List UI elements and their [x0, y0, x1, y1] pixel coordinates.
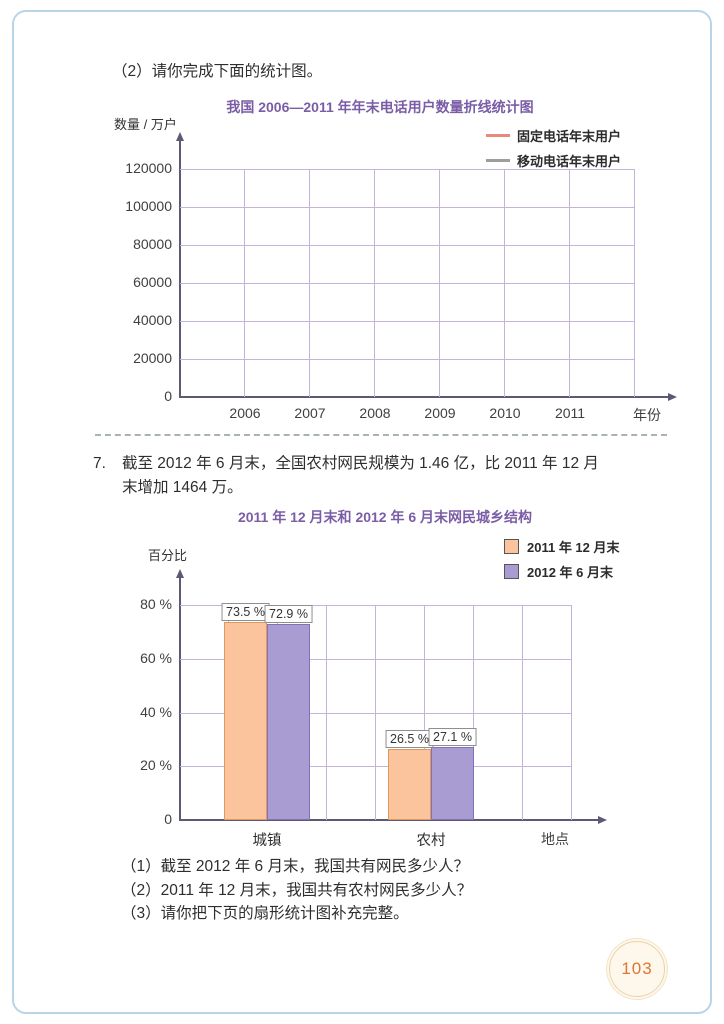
grid-line-vertical [375, 605, 376, 820]
legend-item: 2012 年 6 月末 [504, 562, 620, 581]
line-chart-plot: 年份 0 20000 40000 60000 80000 100000 120000 2006… [125, 132, 677, 423]
grid-line-horizontal [180, 321, 635, 322]
y-axis-tick-label: 20 % [140, 757, 172, 774]
grid-line-horizontal [180, 207, 635, 208]
y-axis-tick-label: 0 [164, 811, 172, 827]
y-axis-tick-label: 20000 [133, 350, 172, 366]
grid-line-vertical [424, 605, 425, 820]
question-item: （2）2011 年 12 月末，我国共有农村网民多少人？ [121, 881, 473, 899]
problem-text-line: 截至 2012 年 6 月末，全国农村网民规模为 1.46 亿，比 2011 年… [122, 455, 599, 472]
grid-line-vertical [634, 169, 635, 397]
bar-城镇-series-1 [224, 622, 267, 820]
y-axis-tick-label: 40 % [140, 703, 172, 720]
grid-line-vertical [504, 169, 505, 397]
bar-农村-series-2 [431, 747, 474, 820]
grid-line-horizontal [180, 766, 572, 768]
bar-value-label: 72.9 % [264, 605, 313, 624]
x-axis-tick-label: 2007 [294, 405, 326, 421]
y-axis-arrow-icon [176, 569, 184, 578]
grid-line-vertical [473, 605, 474, 820]
grid-line-horizontal [180, 359, 635, 360]
page-number-badge: 103 [609, 941, 665, 997]
x-axis-arrow-icon [668, 393, 677, 401]
y-axis-line [179, 141, 181, 397]
grid-line-horizontal [180, 605, 572, 606]
x-axis-tick-label: 2010 [489, 405, 521, 421]
legend-label: 移动电话年末用户 [517, 154, 622, 169]
bar-城镇-series-2 [267, 624, 310, 820]
bar-chart-x-axis-name: 地点 [541, 831, 569, 847]
y-axis-tick-label: 40000 [133, 312, 172, 328]
jun-2012-swatch [504, 564, 519, 579]
sub-questions: （1）截至 2012 年 6 月末，我国共有网民多少人？ （2）2011 年 1… [121, 855, 681, 926]
mobile-phone-line-swatch [486, 159, 510, 162]
question-item: （3）请你把下页的扇形统计图补充完整。 [121, 905, 409, 922]
grid-line-vertical [326, 605, 327, 820]
legend-item: 移动电话年末用户 [486, 151, 621, 170]
page-number: 103 [621, 959, 653, 978]
grid-line-horizontal [180, 169, 635, 170]
bar-农村-series-1 [388, 748, 431, 820]
bar-chart-y-axis-name: 百分比 [148, 548, 188, 563]
y-axis-tick-label: 60 % [140, 649, 172, 666]
bar-chart-title: 2011 年 12 月末和 2012 年 6 月末网民城乡结构 [237, 509, 533, 525]
legend-label: 2012 年 6 月末 [527, 565, 613, 580]
line-chart-x-axis-name: 年份 [633, 407, 661, 423]
legend-item: 2011 年 12 月末 [504, 537, 620, 556]
y-axis-tick-label: 100000 [125, 198, 172, 214]
problem-text-line: 末增加 1464 万。 [122, 478, 243, 496]
bar-value-label: 27.1 % [428, 728, 477, 747]
grid-line-vertical [309, 169, 310, 397]
bar-chart-legend: 2011 年 12 月末 2012 年 6 月末 [504, 537, 620, 587]
y-axis-arrow-icon [176, 132, 184, 141]
x-axis-line [179, 396, 669, 398]
x-axis-tick-label: 2009 [424, 405, 456, 421]
dec-2011-swatch [504, 539, 519, 554]
bar-value-label: 26.5 % [385, 729, 434, 748]
x-axis-line [179, 819, 599, 821]
dashed-divider [95, 434, 667, 436]
bar-chart-plot: 地点 0 20 % 40 % 60 % 80 % 73.5 % 72.9 % 城镇 26.5 %… [140, 569, 607, 849]
line-chart-y-axis-name: 数量 / 万户 [114, 117, 177, 132]
y-axis-tick-label: 80000 [133, 236, 172, 252]
category-label: 农村 [416, 833, 446, 849]
grid-line-horizontal [180, 712, 572, 714]
sub-question-2-prompt: （2）请你完成下面的统计图。 [112, 63, 323, 80]
fixed-phone-line-swatch [486, 134, 510, 137]
y-axis-tick-label: 120000 [125, 160, 172, 176]
y-axis-tick-label: 80 % [140, 596, 172, 612]
question-item: （1）截至 2012 年 6 月末，我国共有网民多少人？ [121, 858, 469, 875]
bar-value-label: 73.5 % [221, 603, 270, 622]
x-axis-tick-label: 2011 [554, 405, 586, 421]
y-axis-tick-label: 0 [164, 388, 172, 404]
grid-line-horizontal [180, 245, 635, 246]
grid-line-vertical [569, 169, 570, 397]
problem-statement: 截至 2012 年 6 月末，全国农村网民规模为 1.46 亿，比 2011 年… [122, 452, 682, 499]
y-axis-tick-label: 60000 [133, 274, 172, 290]
grid-line-vertical [374, 169, 375, 397]
line-chart-title: 我国 2006—2011 年年末电话用户数量折线统计图 [226, 99, 534, 115]
legend-label: 固定电话年末用户 [517, 129, 622, 144]
grid-line-vertical [522, 605, 523, 820]
x-axis-tick-label: 2006 [229, 405, 261, 421]
x-axis-arrow-icon [598, 816, 607, 824]
grid-line-vertical [571, 605, 572, 820]
grid-line-vertical [244, 169, 245, 397]
y-axis-line [179, 578, 181, 821]
problem-number: 7. [93, 455, 106, 472]
legend-item: 固定电话年末用户 [486, 126, 621, 145]
line-chart-legend: 固定电话年末用户 移动电话年末用户 [486, 126, 621, 176]
x-axis-tick-label: 2008 [359, 405, 391, 421]
grid-line-horizontal [180, 283, 635, 284]
category-label: 城镇 [252, 833, 282, 849]
grid-line-horizontal [180, 658, 572, 660]
grid-line-vertical [439, 169, 440, 397]
legend-label: 2011 年 12 月末 [527, 540, 620, 555]
